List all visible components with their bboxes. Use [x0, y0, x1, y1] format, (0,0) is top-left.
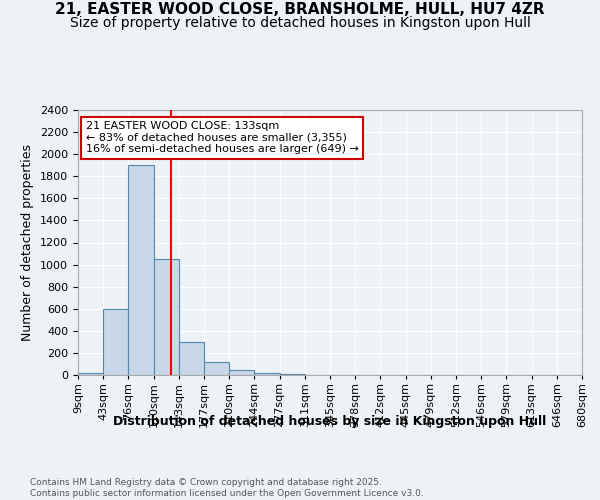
Bar	[179, 342, 204, 375]
Bar	[103, 308, 128, 375]
Bar	[254, 373, 280, 375]
Text: 21 EASTER WOOD CLOSE: 133sqm
← 83% of detached houses are smaller (3,355)
16% of: 21 EASTER WOOD CLOSE: 133sqm ← 83% of de…	[86, 121, 358, 154]
Bar	[78, 373, 103, 375]
Bar	[204, 362, 229, 375]
Y-axis label: Number of detached properties: Number of detached properties	[22, 144, 34, 341]
Text: Size of property relative to detached houses in Kingston upon Hull: Size of property relative to detached ho…	[70, 16, 530, 30]
Text: 21, EASTER WOOD CLOSE, BRANSHOLME, HULL, HU7 4ZR: 21, EASTER WOOD CLOSE, BRANSHOLME, HULL,…	[55, 2, 545, 18]
Bar	[128, 165, 154, 375]
Bar	[229, 370, 254, 375]
Text: Contains HM Land Registry data © Crown copyright and database right 2025.
Contai: Contains HM Land Registry data © Crown c…	[30, 478, 424, 498]
Text: Distribution of detached houses by size in Kingston upon Hull: Distribution of detached houses by size …	[113, 415, 547, 428]
Bar	[280, 374, 305, 375]
Bar	[154, 259, 179, 375]
